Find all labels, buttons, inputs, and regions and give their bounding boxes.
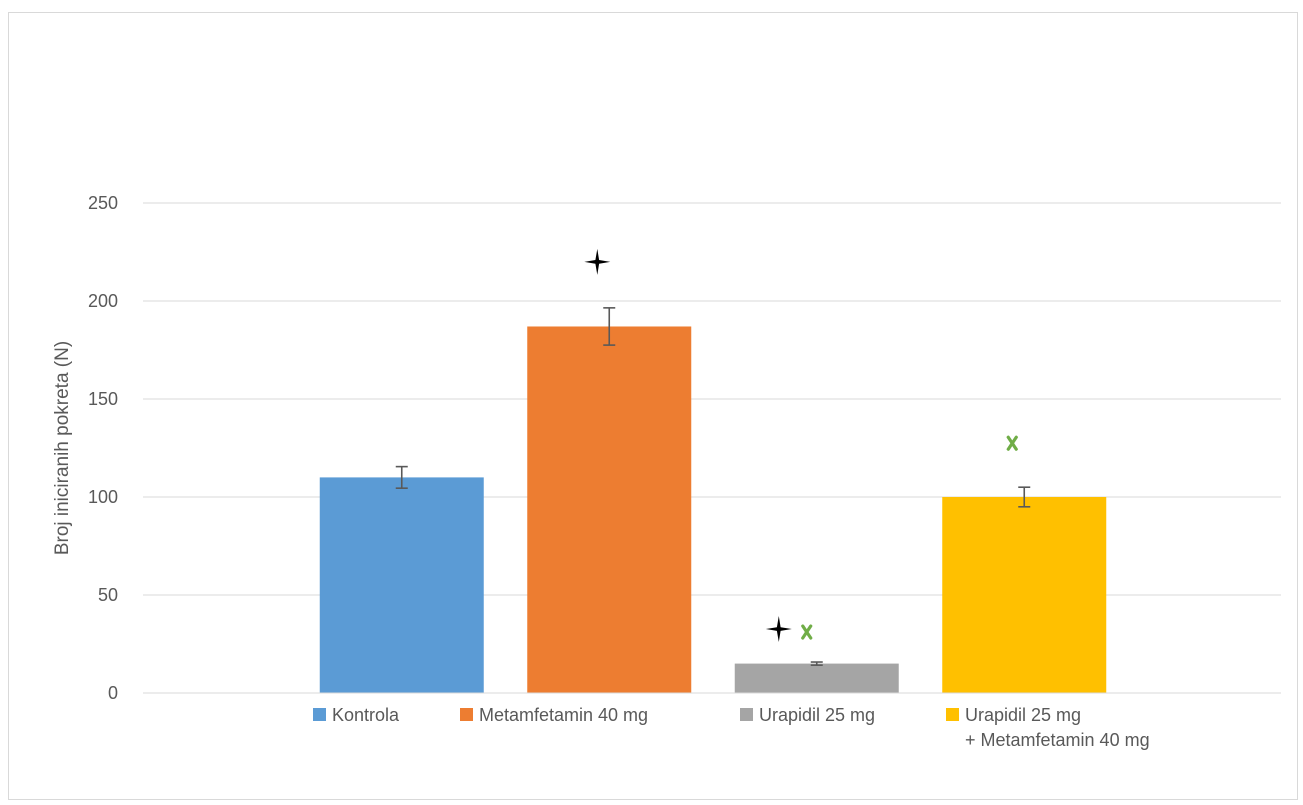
y-tick-label: 200 [88,291,118,311]
bar-4 [942,497,1107,693]
legend-swatch [740,708,753,721]
legend-label: Kontrola [332,705,400,725]
legend-label: Urapidil 25 mg [759,705,875,725]
bar-3 [734,663,899,693]
y-tick-label: 50 [98,585,118,605]
significance-star-marker [765,616,792,642]
legend-swatch [313,708,326,721]
legend-swatch [460,708,473,721]
y-tick-label: 0 [108,683,118,703]
bar-1 [319,477,484,693]
legend-entry-2: Metamfetamin 40 mg [460,705,648,725]
error-bar-2 [603,307,616,346]
legend-label: Metamfetamin 40 mg [479,705,648,725]
y-tick-label: 100 [88,487,118,507]
legend-entry-3: Urapidil 25 mg [740,705,875,725]
y-axis-label: Broj iniciranih pokreta (N) [52,341,73,555]
error-bar-1 [395,465,408,489]
legend-entry-4: Urapidil 25 mg + Metamfetamin 40 mg [946,705,1150,750]
legend-swatch [946,708,959,721]
y-tick-label: 150 [88,389,118,409]
cross-stroke [801,624,813,640]
y-tick-label: 250 [88,193,118,213]
cross-stroke [1006,435,1018,451]
significance-star-marker [584,248,611,275]
legend-label: Urapidil 25 mg [965,705,1081,725]
legend-entry-1: Kontrola [313,705,400,725]
bar-2 [527,326,692,693]
significance-cross-marker [1006,435,1018,451]
error-bar-3 [810,661,823,666]
error-bar-4 [1018,486,1031,508]
significance-cross-marker [801,624,813,640]
legend-label: + Metamfetamin 40 mg [965,730,1150,750]
